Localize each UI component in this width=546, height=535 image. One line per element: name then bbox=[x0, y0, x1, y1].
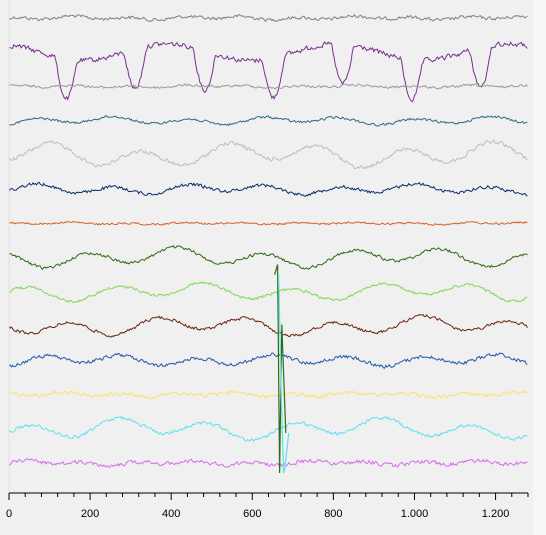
trace-3 bbox=[8, 83, 528, 90]
x-tick-label: 0 bbox=[6, 508, 12, 520]
x-tick-label: 400 bbox=[162, 508, 180, 520]
artifact-trace-1 bbox=[274, 264, 287, 474]
artifact-trace-2 bbox=[278, 274, 290, 474]
x-tick-label: 1.200 bbox=[482, 508, 510, 520]
trace-8 bbox=[8, 245, 528, 271]
trace-12 bbox=[8, 390, 528, 400]
trace-group bbox=[8, 13, 528, 474]
trace-4 bbox=[8, 115, 528, 127]
trace-6 bbox=[8, 181, 528, 197]
x-tick-label: 600 bbox=[243, 508, 261, 520]
trace-14 bbox=[8, 457, 528, 468]
trace-7 bbox=[8, 221, 528, 226]
x-tick-label: 200 bbox=[81, 508, 99, 520]
trace-9 bbox=[9, 281, 528, 304]
x-tick-label: 800 bbox=[324, 508, 342, 520]
x-tick-label: 1.000 bbox=[401, 508, 429, 520]
trace-11 bbox=[8, 352, 528, 369]
right-scrollbar-strip bbox=[533, 0, 546, 535]
trace-13 bbox=[8, 415, 528, 442]
x-axis-ticks: 0 200 400 600 800 1.000 1.200 bbox=[6, 493, 529, 520]
trace-1 bbox=[8, 13, 528, 23]
trace-10 bbox=[8, 313, 528, 338]
trace-5 bbox=[8, 139, 528, 170]
